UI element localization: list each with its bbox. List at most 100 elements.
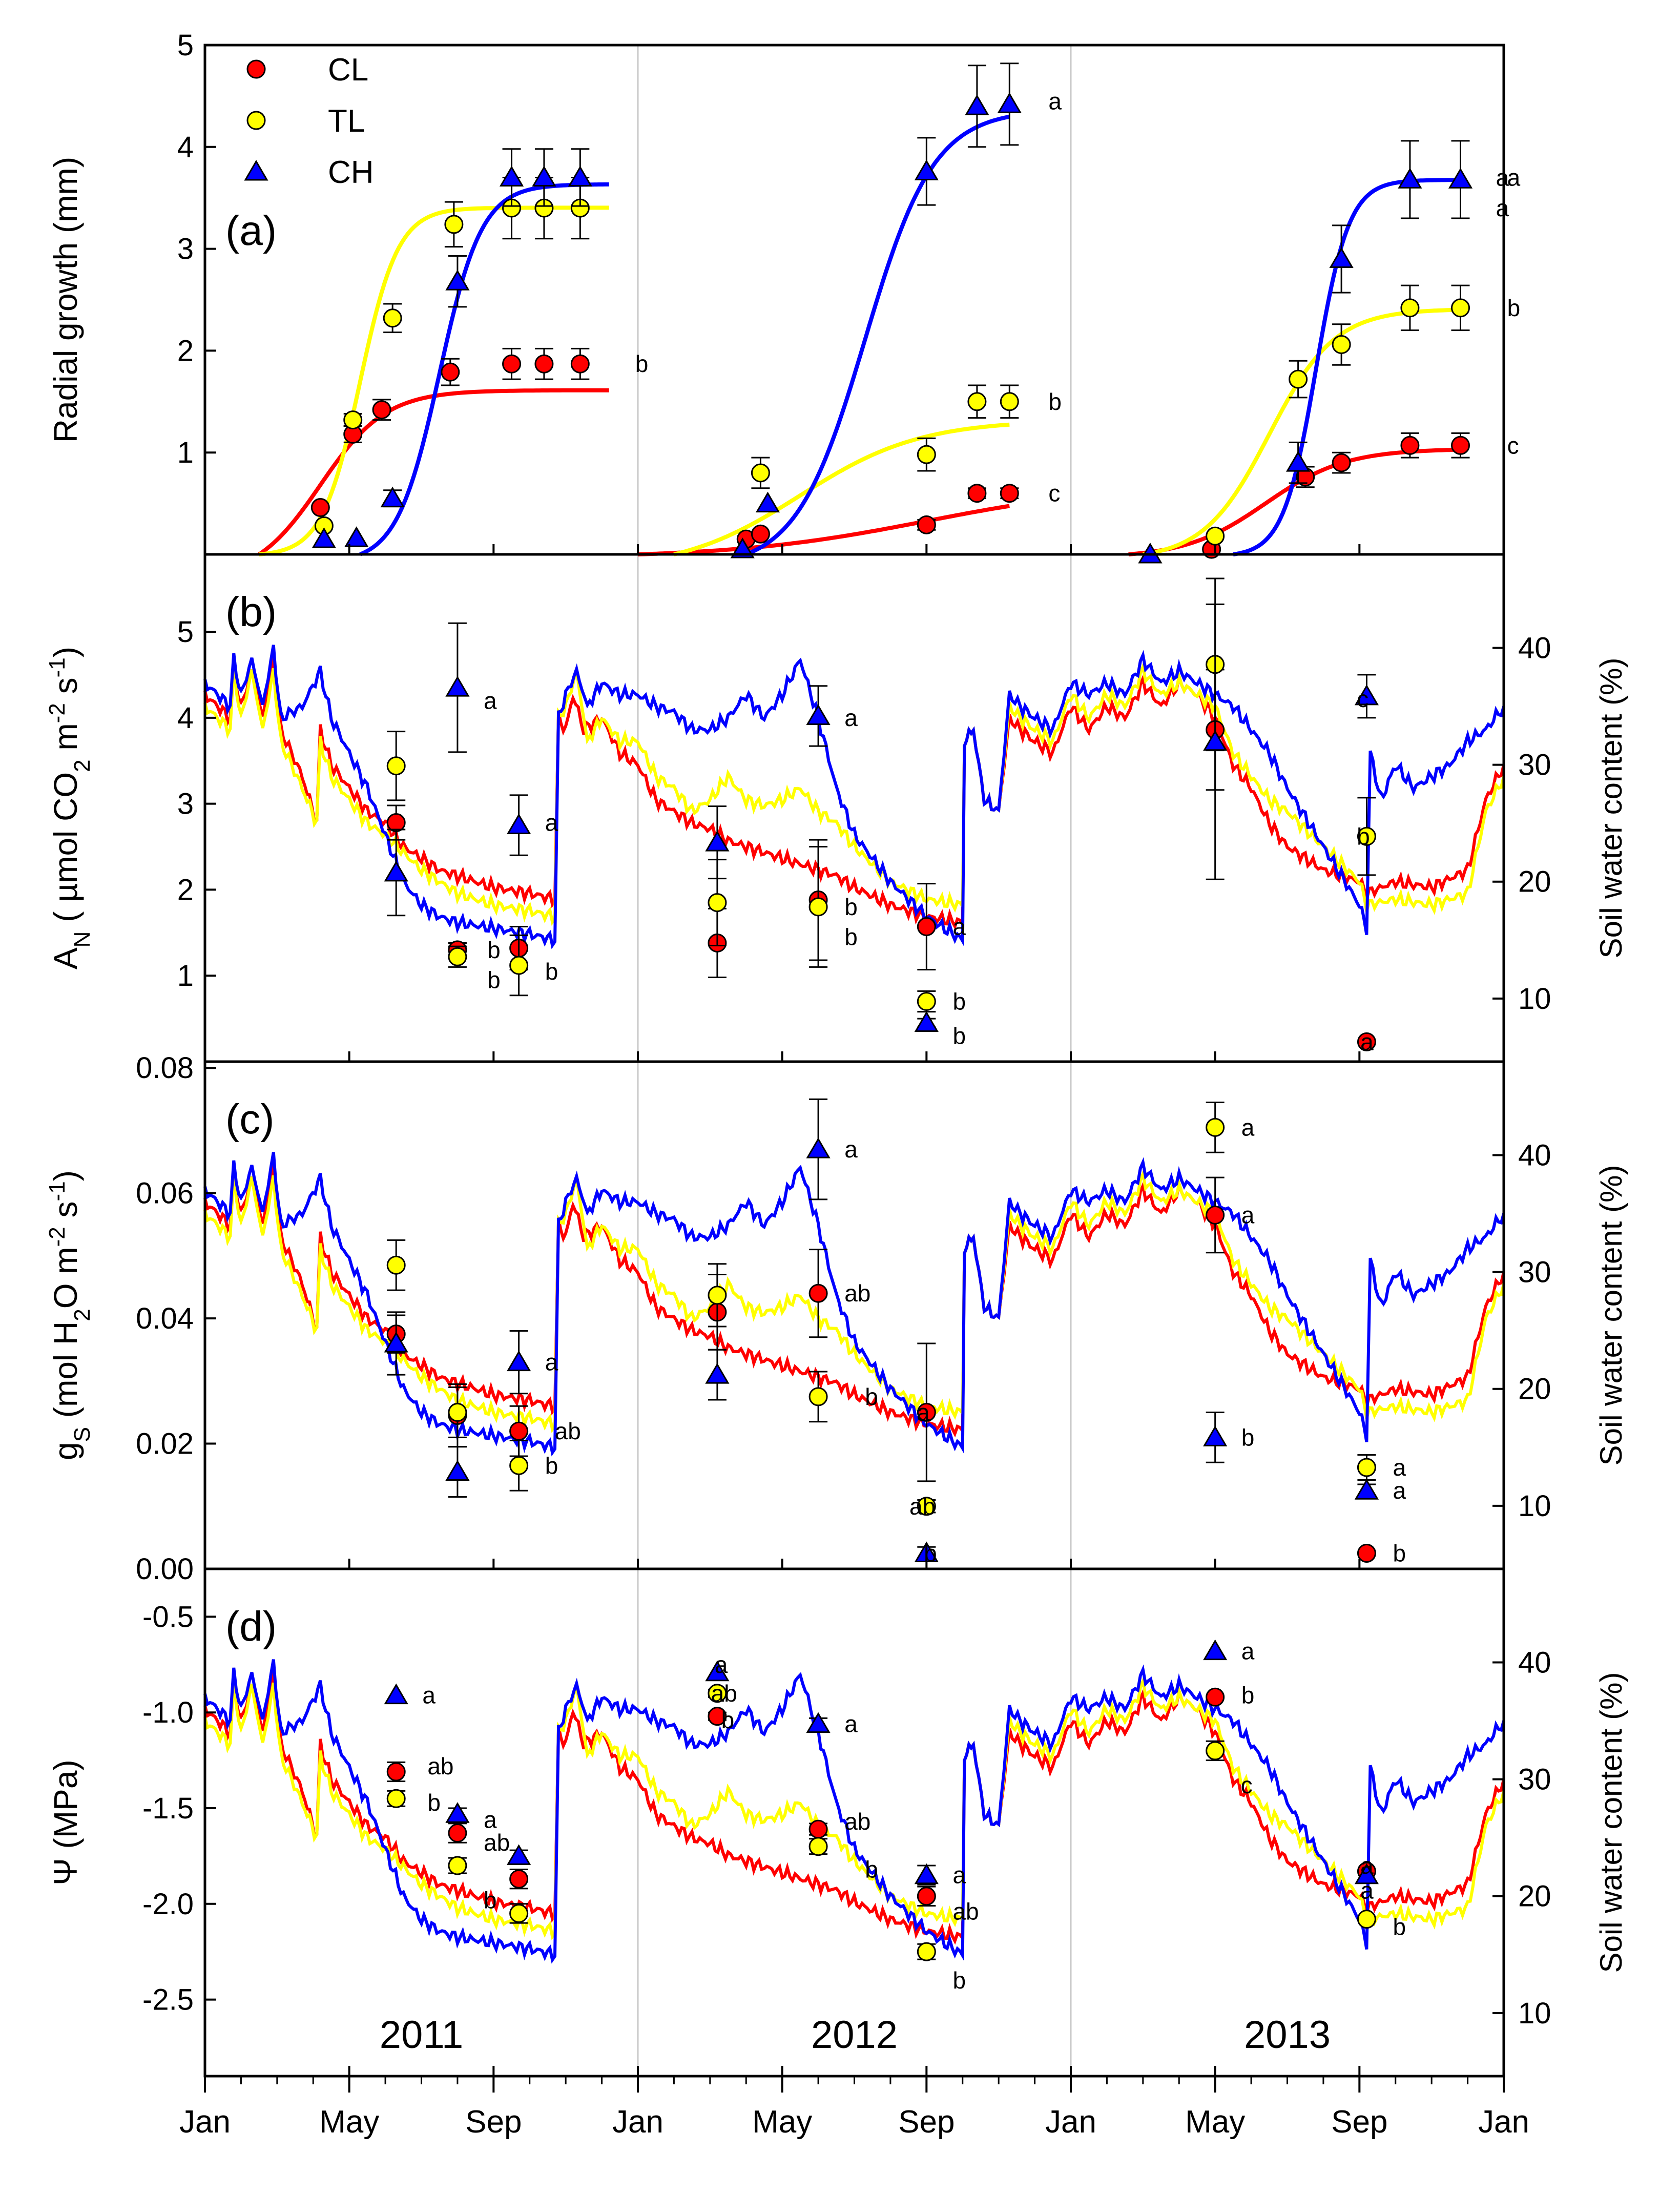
soil-water-line-tl-panel-b: [203, 661, 1505, 926]
significance-letter-a-5: c: [1048, 480, 1060, 507]
point-b-tl-2: [509, 956, 529, 975]
y2tick-label-c-0: 10: [1518, 1489, 1551, 1523]
significance-letter-c-14: b: [1393, 1540, 1406, 1566]
point-a-tl-11: [1206, 526, 1225, 546]
ytick-label-a-0: 1: [177, 436, 194, 469]
point-a-tl-7: [751, 463, 770, 483]
point-a-ch-6: [568, 165, 592, 187]
ytick-label-a-3: 4: [177, 131, 194, 164]
xtick-label-0: Jan: [179, 2104, 231, 2140]
soil-water-line-tl-panel-d: [203, 1676, 1505, 1940]
ytick-label-b-3: 4: [177, 701, 194, 735]
xtick-label-1: May: [319, 2104, 379, 2140]
point-b-tl-5: [917, 992, 936, 1011]
year-label-2013: 2013: [1244, 2013, 1331, 2057]
xtick-label-3: Jan: [612, 2104, 663, 2140]
y2tick-label-c-3: 40: [1518, 1138, 1551, 1172]
xtick-label-7: May: [1185, 2104, 1245, 2140]
significance-letter-c-6: a: [917, 1399, 930, 1425]
significance-letter-d-5: b: [484, 1887, 497, 1913]
y2tick-label-b-0: 10: [1518, 982, 1551, 1016]
point-b-tl-3: [708, 893, 727, 913]
point-c-cl-5: [917, 1402, 936, 1422]
point-a-ch-2: [380, 486, 405, 508]
panel-label-d: (d): [225, 1603, 277, 1650]
significance-letter-c-10: a: [1241, 1202, 1255, 1228]
point-a-tl-1: [343, 410, 363, 430]
point-c-tl-2: [509, 1456, 529, 1475]
significance-letter-b-12: b: [1357, 823, 1370, 850]
y2-axis-title-d: Soil water content (%): [1594, 1672, 1628, 1973]
xtick-label-4: May: [752, 2104, 812, 2140]
point-c-ch-4: [806, 1137, 831, 1158]
point-c-ch-2: [507, 1350, 531, 1372]
point-c-tl-3: [708, 1286, 727, 1305]
point-d-ch-3: [705, 1660, 730, 1682]
point-b-cl-5: [917, 917, 936, 937]
point-a-tl-12: [1289, 369, 1308, 389]
y-axis-title-c: gS (mol H2O m-2 s-1): [45, 1170, 95, 1460]
point-d-cl-2: [509, 1869, 529, 1889]
ytick-label-d-1: -2.0: [142, 1888, 194, 1921]
point-a-tl-13: [1332, 335, 1351, 354]
point-c-tl-4: [808, 1387, 828, 1406]
significance-letter-c-12: a: [1393, 1454, 1406, 1481]
point-b-tl-4: [808, 897, 828, 917]
soil-water-line-tl-panel-c: [203, 1169, 1505, 1433]
axes: [203, 44, 1505, 2093]
xtick-label-6: Jan: [1045, 2104, 1096, 2140]
significance-letter-d-0: a: [422, 1682, 435, 1709]
significance-letter-b-5: a: [844, 705, 858, 731]
significance-letter-a-4: b: [1048, 388, 1062, 415]
point-c-ch-1: [445, 1460, 470, 1481]
ytick-label-c-0: 0.00: [136, 1552, 194, 1586]
significance-letter-c-9: a: [1241, 1114, 1255, 1141]
significance-letter-d-11: b: [865, 1856, 878, 1883]
significance-letter-a-6: a: [1507, 164, 1521, 191]
panel-frame-b: [203, 553, 1505, 1063]
point-a-cl-5: [534, 354, 554, 374]
point-a-ch-8: [755, 491, 780, 513]
point-d-tl-7: [1357, 1910, 1376, 1929]
point-b-tl-7: [1357, 826, 1376, 846]
significance-letter-b-11: c: [1357, 686, 1368, 712]
significance-letter-d-10: ab: [844, 1808, 870, 1835]
ytick-label-d-3: -1.0: [142, 1696, 194, 1729]
significance-letter-d-17: c: [1241, 1772, 1253, 1798]
point-c-ch-0: [384, 1332, 408, 1353]
ytick-label-b-0: 1: [177, 959, 194, 992]
point-d-tl-5: [917, 1942, 936, 1961]
legend-marker-cl: [246, 59, 266, 79]
ytick-label-c-4: 0.08: [136, 1051, 194, 1085]
y-axis-title-b: AN ( µmol CO2 m-2 s-1): [45, 647, 95, 969]
growth-curve-tl-1: [259, 205, 609, 556]
significance-letter-a-8: c: [1507, 432, 1519, 459]
growth-fit-curves: [258, 114, 1461, 556]
significance-letter-b-3: b: [487, 967, 501, 993]
point-a-ch-0: [312, 527, 336, 548]
significance-letter-d-14: b: [952, 1967, 966, 1994]
point-c-cl-7: [1357, 1543, 1376, 1563]
point-d-tl-4: [808, 1837, 828, 1856]
point-d-tl-2: [509, 1903, 529, 1923]
panel-label-b: (b): [225, 589, 277, 635]
significance-letter-b-13: a: [1360, 1028, 1374, 1055]
significance-letter-d-2: b: [427, 1789, 441, 1816]
xtick-label-9: Jan: [1478, 2104, 1529, 2140]
point-d-tl-3: [708, 1684, 727, 1703]
point-d-tl-0: [386, 1789, 406, 1808]
point-a-cl-8: [751, 524, 770, 544]
significance-letter-d-7: ab: [711, 1680, 737, 1707]
significance-letter-b-1: a: [545, 810, 558, 836]
point-d-cl-0: [386, 1762, 406, 1782]
growth-curve-tl-2: [673, 422, 1010, 556]
xtick-label-8: Sep: [1331, 2104, 1387, 2140]
point-d-ch-1: [445, 1802, 470, 1823]
point-d-ch-2: [507, 1844, 531, 1865]
point-a-ch-5: [532, 165, 556, 187]
y2tick-label-b-2: 30: [1518, 749, 1551, 782]
point-a-ch-14: [1329, 247, 1354, 268]
point-a-cl-6: [570, 354, 590, 374]
point-d-tl-1: [448, 1856, 467, 1875]
